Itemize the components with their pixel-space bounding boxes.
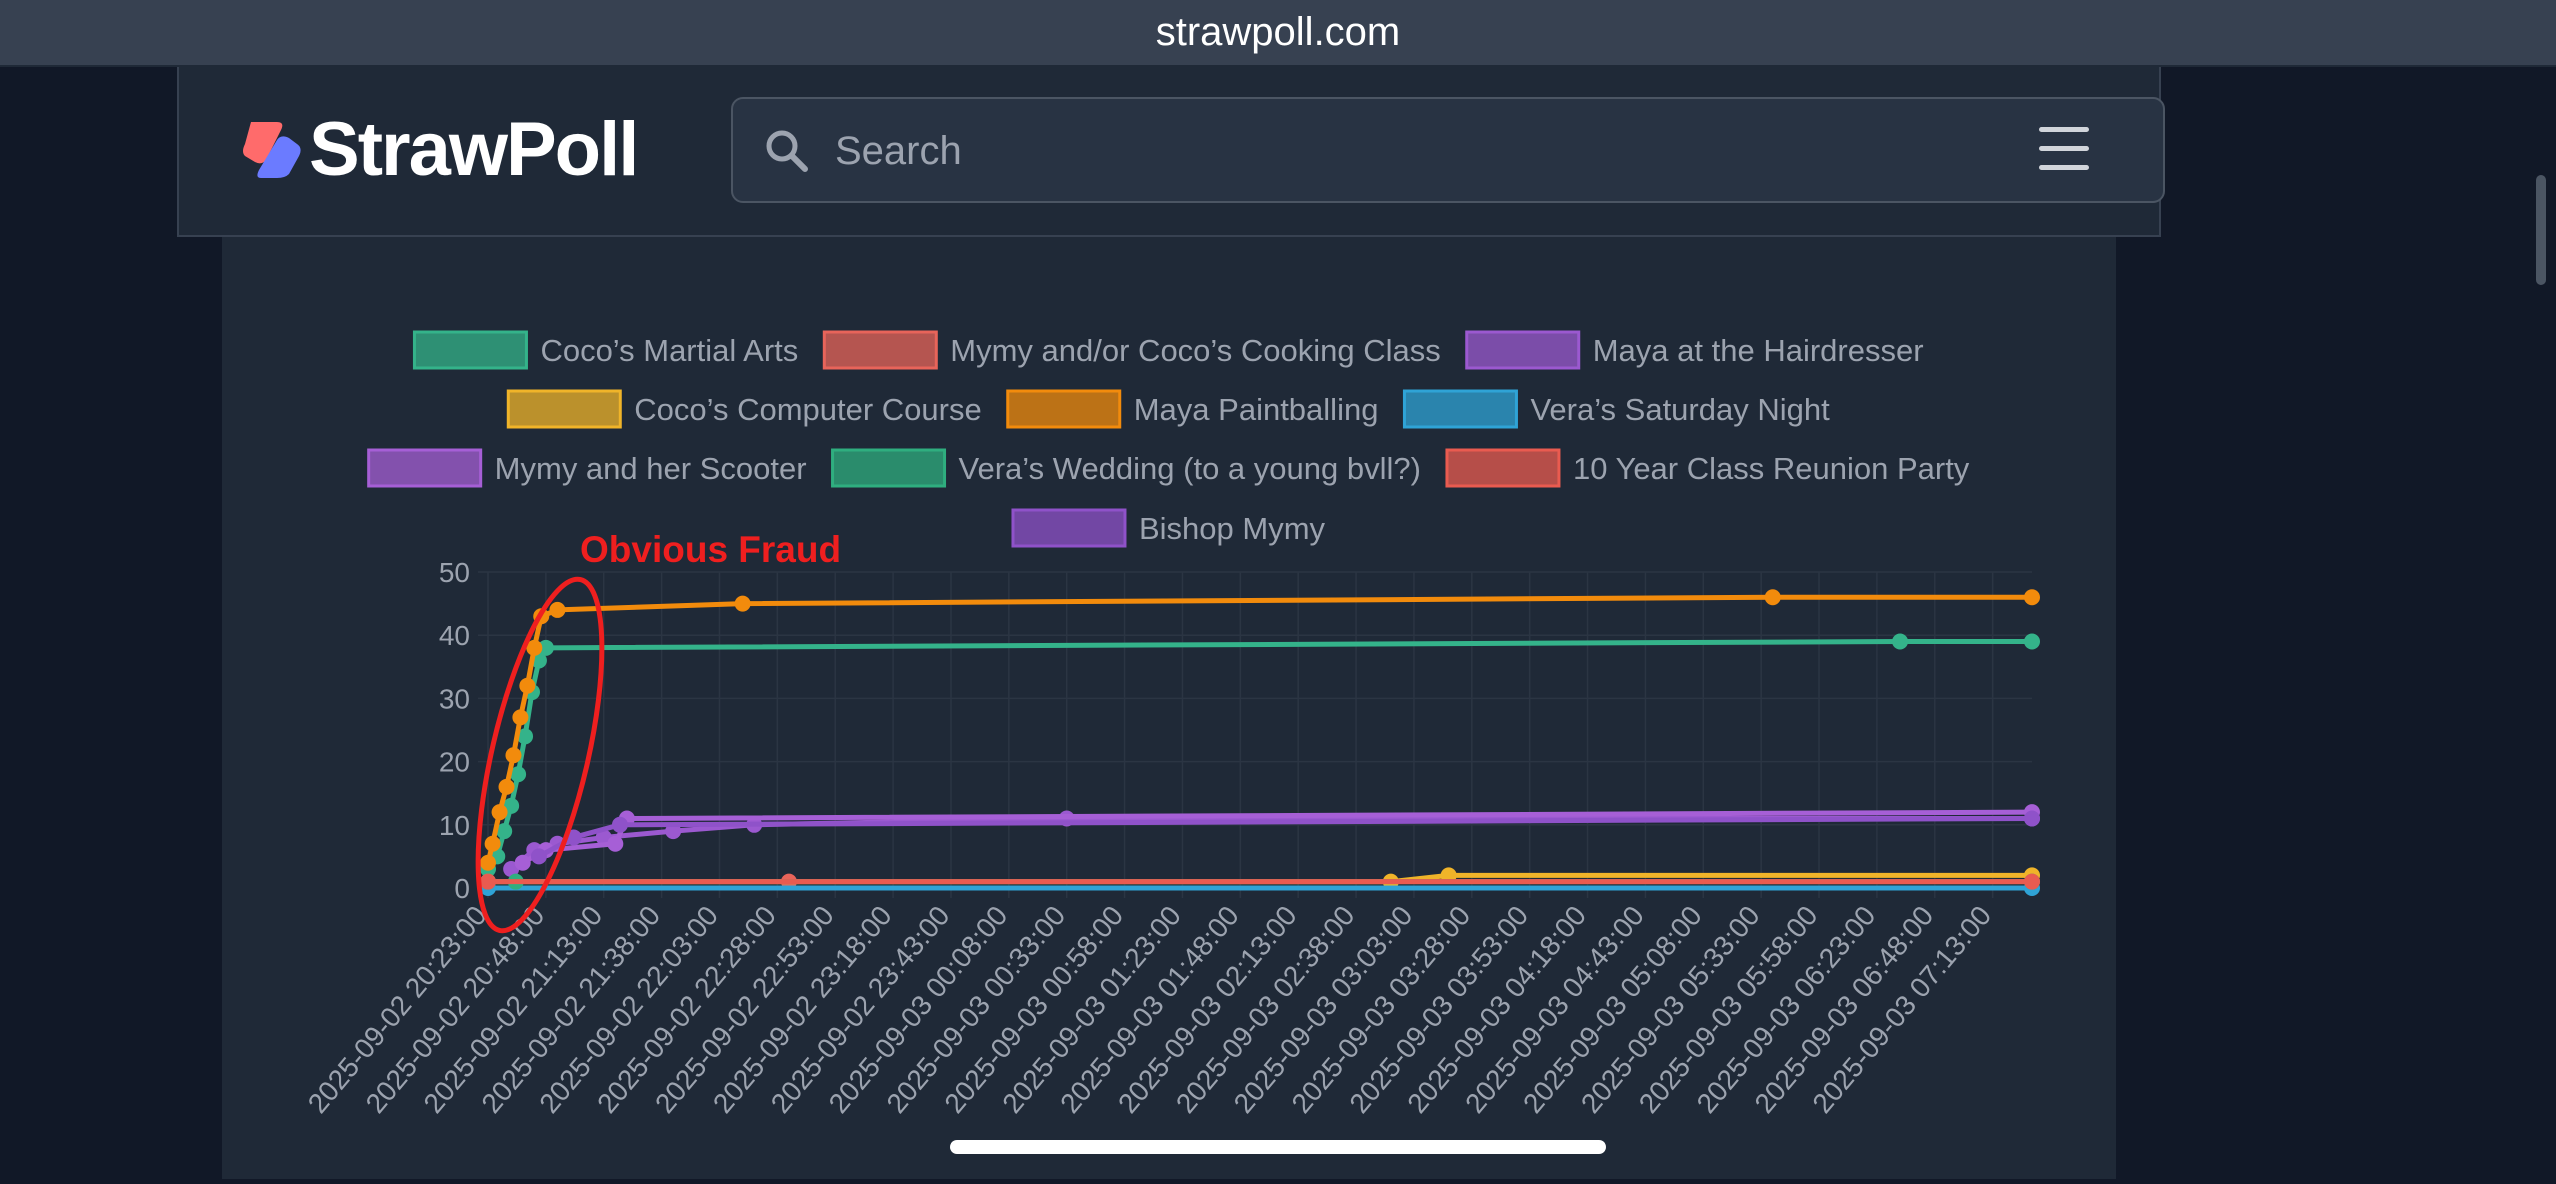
home-indicator <box>950 1140 1606 1154</box>
search-icon <box>763 127 811 180</box>
search-box[interactable] <box>731 97 2165 203</box>
series-group <box>480 589 2040 871</box>
legend-item[interactable]: Mymy and/or Coco’s Cooking Class <box>822 330 1441 370</box>
legend-swatch <box>831 448 947 488</box>
series-group <box>480 873 2040 890</box>
fraud-annotation: Obvious Fraud <box>475 529 841 934</box>
annotation-label: Obvious Fraud <box>580 529 841 570</box>
data-point <box>526 639 543 656</box>
legend-item[interactable]: 10 Year Class Reunion Party <box>1445 448 1970 488</box>
legend-label: Bishop Mymy <box>1139 511 1326 546</box>
y-tick-label: 40 <box>439 620 470 651</box>
legend-swatch <box>822 330 938 370</box>
data-point <box>484 835 501 852</box>
y-tick-label: 0 <box>454 873 470 904</box>
legend-label: Maya Paintballing <box>1134 392 1379 427</box>
data-point <box>530 848 547 865</box>
legend-swatch <box>1465 330 1581 370</box>
annotation-circle <box>475 576 605 934</box>
y-tick-label: 30 <box>439 683 470 714</box>
data-point <box>549 601 566 618</box>
poll-results-card: Coco’s Martial Arts Mymy and/or Coco’s Co… <box>222 237 2116 1179</box>
url-text: strawpoll.com <box>1155 10 1401 54</box>
data-point <box>1764 589 1781 606</box>
chart-grid <box>478 571 2032 898</box>
legend-item[interactable]: Bishop Mymy <box>1011 508 1326 548</box>
legend-label: Coco’s Computer Course <box>634 392 981 427</box>
y-tick-label: 50 <box>439 557 470 588</box>
votes-over-time-chart: Coco’s Martial Arts Mymy and/or Coco’s Co… <box>302 330 2040 1119</box>
series-line <box>537 815 2033 859</box>
y-tick-label: 20 <box>439 747 470 778</box>
data-point <box>611 816 628 833</box>
hamburger-menu-icon[interactable] <box>2039 127 2089 171</box>
data-point <box>505 747 522 764</box>
data-point <box>496 823 513 840</box>
search-input[interactable] <box>833 99 2137 203</box>
legend-item[interactable]: Maya at the Hairdresser <box>1465 330 1924 370</box>
data-point <box>2024 810 2040 827</box>
data-point <box>519 677 536 694</box>
series-group <box>480 633 2040 878</box>
data-point <box>514 854 531 871</box>
data-point <box>517 728 534 745</box>
data-point <box>665 823 682 840</box>
series-group <box>530 810 2040 865</box>
series-group <box>514 804 2040 871</box>
page-scrollbar[interactable] <box>2536 175 2546 285</box>
strawpoll-logo-icon <box>241 118 303 180</box>
legend-item[interactable]: Vera’s Wedding (to a young bvll?) <box>831 448 1421 488</box>
y-axis: 0 10 20 30 40 50 <box>439 557 470 904</box>
data-point <box>510 766 527 783</box>
data-point <box>491 804 508 821</box>
legend-item[interactable]: Vera’s Saturday Night <box>1402 389 1830 429</box>
legend-label: Coco’s Martial Arts <box>540 333 798 368</box>
legend-label: 10 Year Class Reunion Party <box>1573 451 1970 486</box>
legend-item[interactable]: Coco’s Martial Arts <box>412 330 798 370</box>
legend-label: Mymy and/or Coco’s Cooking Class <box>950 333 1440 368</box>
data-point <box>498 778 515 795</box>
browser-url-bar[interactable]: strawpoll.com <box>0 0 2556 67</box>
data-point <box>2024 589 2040 606</box>
legend-label: Mymy and her Scooter <box>495 451 807 486</box>
data-point <box>607 835 624 852</box>
data-point <box>1892 633 1909 650</box>
legend-swatch <box>1006 389 1122 429</box>
legend-swatch <box>1445 448 1561 488</box>
legend-label: Vera’s Wedding (to a young bvll?) <box>959 451 1421 486</box>
legend-label: Maya at the Hairdresser <box>1593 333 1924 368</box>
data-point <box>734 595 751 612</box>
data-point <box>480 873 496 890</box>
site-header: StrawPoll <box>177 67 2165 237</box>
chart-series <box>480 589 2040 896</box>
legend-item[interactable]: Mymy and her Scooter <box>367 448 807 488</box>
data-point <box>537 639 554 656</box>
legend-item[interactable]: Maya Paintballing <box>1006 389 1379 429</box>
data-point <box>512 709 529 726</box>
data-point <box>480 854 496 871</box>
data-point <box>2024 873 2040 890</box>
legend-swatch <box>1402 389 1518 429</box>
y-tick-label: 10 <box>439 810 470 841</box>
legend-swatch <box>412 330 528 370</box>
data-point <box>2024 633 2040 650</box>
legend-label: Vera’s Saturday Night <box>1530 392 1830 427</box>
logo-wordmark: StrawPoll <box>309 106 639 192</box>
strawpoll-logo[interactable]: StrawPoll <box>241 107 639 192</box>
legend-swatch <box>1011 508 1127 548</box>
legend-item[interactable]: Coco’s Computer Course <box>506 389 982 429</box>
chart-legend: Coco’s Martial Arts Mymy and/or Coco’s Co… <box>367 330 1970 548</box>
legend-swatch <box>367 448 483 488</box>
legend-swatch <box>506 389 622 429</box>
